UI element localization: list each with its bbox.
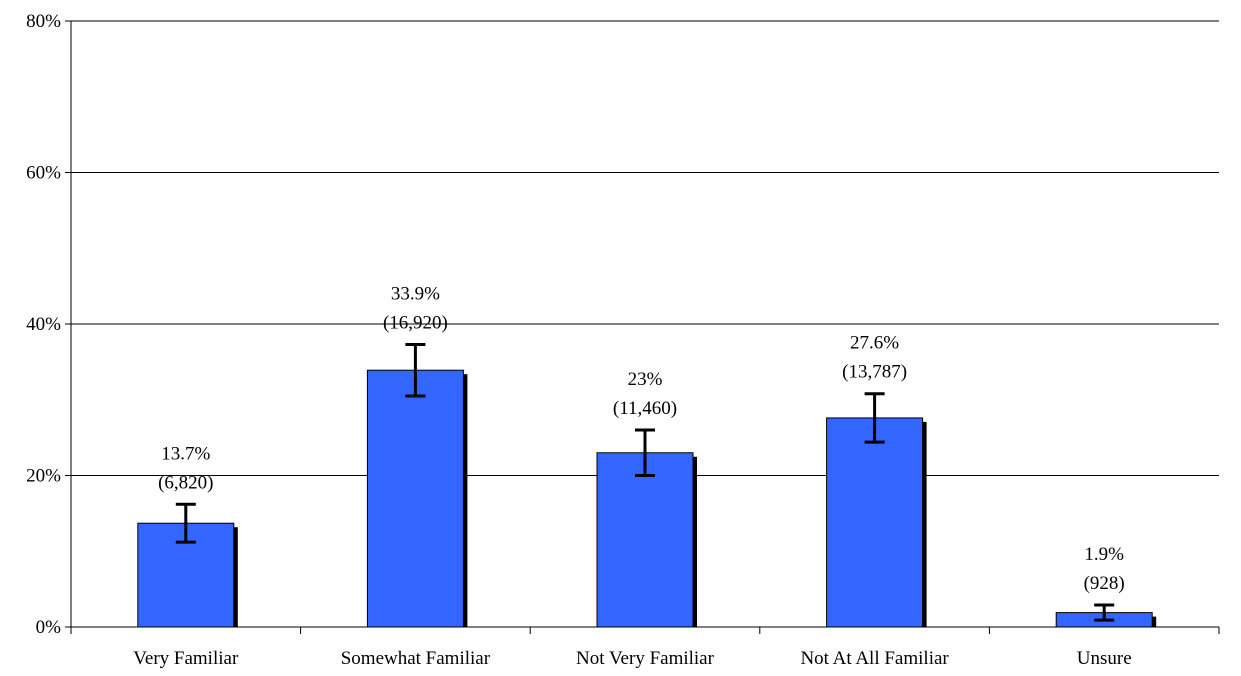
error-bars xyxy=(175,342,1115,622)
labels: 0% 20% 40% 60% 80% 13.7% (6,820) Very Familiar 3… xyxy=(26,11,1131,669)
y-tick-label: 0% xyxy=(36,617,62,638)
y-tick-label: 20% xyxy=(26,466,61,487)
data-label-percent: 13.7% xyxy=(161,443,210,464)
data-label-percent: 27.6% xyxy=(850,333,899,354)
x-category-label: Very Familiar xyxy=(133,648,239,669)
y-tick-label: 60% xyxy=(26,163,61,184)
y-tick-label: 40% xyxy=(26,314,61,335)
data-label-percent: 33.9% xyxy=(391,283,440,304)
x-category-label: Not Very Familiar xyxy=(576,648,715,669)
bar xyxy=(366,369,464,628)
bars xyxy=(137,369,1157,628)
data-label-count: (13,787) xyxy=(842,362,907,383)
data-label-percent: 23% xyxy=(628,369,663,390)
data-label-count: (928) xyxy=(1084,573,1125,594)
data-label-count: (16,920) xyxy=(383,312,448,333)
x-category-label: Not At All Familiar xyxy=(800,648,949,669)
x-category-label: Unsure xyxy=(1077,648,1132,669)
y-tick-label: 80% xyxy=(26,11,61,32)
data-label-count: (11,460) xyxy=(613,398,677,419)
bar xyxy=(596,452,694,628)
data-label-count: (6,820) xyxy=(158,472,213,493)
x-category-label: Somewhat Familiar xyxy=(341,648,491,669)
axes xyxy=(65,20,1220,634)
bar xyxy=(826,417,924,628)
data-label-percent: 1.9% xyxy=(1084,544,1124,565)
